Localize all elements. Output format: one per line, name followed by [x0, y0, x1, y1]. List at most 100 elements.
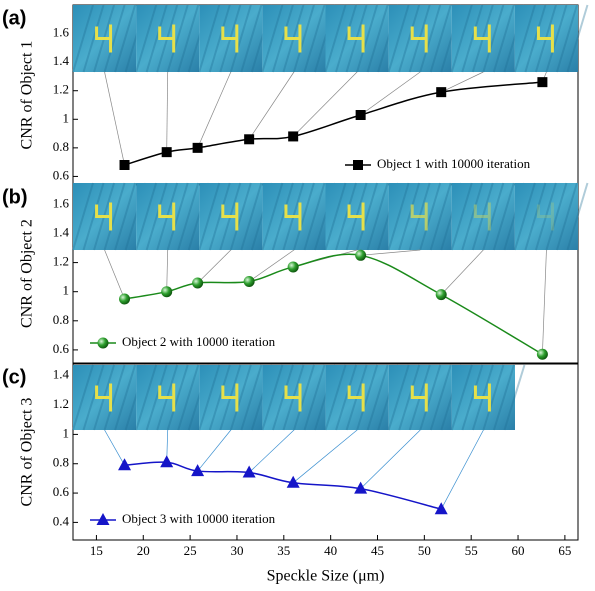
marker	[119, 160, 130, 170]
y-tick-label: 1.4	[53, 367, 70, 382]
y-tick-label: 1.6	[53, 195, 70, 210]
speckle-stripe	[335, 364, 358, 431]
connector	[292, 71, 358, 137]
speckle-stripe	[303, 182, 326, 251]
marker	[243, 276, 255, 288]
legend-label: Object 1 with 10000 iteration	[377, 156, 531, 171]
speckle-stripe	[103, 4, 126, 73]
object-glyph	[410, 202, 428, 231]
object-glyph	[410, 24, 428, 53]
speckle-stripe	[492, 182, 515, 251]
y-tick-label: 0.8	[53, 139, 69, 154]
panel-label: (c)	[2, 366, 26, 388]
marker	[436, 87, 447, 98]
speckle-stripe	[324, 364, 347, 431]
speckle-stripe	[513, 4, 536, 73]
speckle-stripe	[335, 182, 357, 251]
x-tick-label: 60	[512, 543, 525, 558]
connector	[360, 429, 421, 489]
speckle-stripe	[534, 182, 557, 251]
x-tick-label: 65	[558, 543, 571, 558]
speckle-stripe	[177, 364, 200, 431]
speckle-stripe	[72, 182, 94, 251]
speckle-stripe	[198, 364, 221, 431]
y-tick-label: 0.4	[53, 513, 70, 528]
speckle-stripe	[114, 182, 137, 251]
speckle-stripe	[513, 182, 536, 251]
y-axis-label: CNR of Object 3	[19, 398, 36, 507]
series-line	[124, 81, 543, 166]
speckle-stripe	[114, 4, 137, 73]
legend-label: Object 2 with 10000 iteration	[122, 334, 276, 349]
speckle-stripe	[545, 4, 568, 73]
y-tick-label: 0.8	[53, 312, 69, 327]
speckle-stripe	[240, 364, 263, 431]
speckle-stripe	[366, 4, 389, 73]
y-tick-label: 1.2	[53, 254, 69, 269]
y-tick-label: 1.2	[53, 396, 69, 411]
x-tick-label: 35	[277, 543, 290, 558]
object-glyph	[473, 24, 491, 53]
object-glyph	[221, 24, 239, 53]
speckle-stripe	[271, 4, 294, 73]
speckle-stripe	[166, 4, 189, 73]
x-tick-label: 45	[371, 543, 384, 558]
marker	[288, 131, 299, 142]
x-tick-label: 15	[90, 543, 103, 558]
connector	[166, 71, 169, 153]
connector	[197, 429, 232, 472]
object-glyph	[284, 24, 302, 53]
speckle-stripe	[429, 364, 452, 431]
marker	[353, 160, 363, 170]
connector	[104, 249, 125, 300]
speckle-stripe	[492, 364, 515, 431]
object-glyph	[221, 383, 239, 412]
y-tick-label: 1	[63, 283, 70, 298]
object-glyph	[95, 24, 113, 53]
speckle-stripe	[387, 182, 410, 251]
connector	[104, 429, 125, 466]
speckle-stripe	[208, 364, 231, 431]
y-tick-label: 1.6	[53, 25, 70, 40]
speckle-stripe	[461, 182, 484, 251]
speckle-stripe	[419, 182, 442, 251]
y-tick-label: 1.2	[53, 82, 69, 97]
speckle-stripe	[429, 182, 452, 251]
speckle-stripe	[398, 364, 421, 431]
object-glyph	[347, 202, 365, 231]
connector	[542, 249, 547, 355]
x-tick-label: 30	[230, 543, 243, 558]
speckle-stripe	[545, 182, 568, 251]
connector	[248, 249, 295, 282]
speckle-stripe	[292, 4, 315, 73]
speckle-stripe	[366, 182, 389, 251]
speckle-stripe	[450, 364, 473, 431]
marker	[96, 513, 110, 525]
x-tick-label: 40	[324, 543, 337, 558]
speckle-stripe	[387, 4, 410, 73]
speckle-stripe	[482, 182, 505, 251]
speckle-stripe	[461, 364, 484, 431]
connector	[248, 71, 295, 140]
marker	[244, 134, 255, 145]
speckle-stripe	[229, 4, 252, 73]
object-glyph	[536, 202, 554, 231]
speckle-stripe	[261, 364, 284, 431]
x-tick-label: 50	[418, 543, 431, 558]
x-tick-label: 55	[465, 543, 478, 558]
marker	[354, 481, 368, 494]
speckle-stripe	[293, 364, 315, 431]
connector	[197, 249, 232, 284]
speckle-stripe	[103, 364, 126, 431]
marker	[160, 455, 174, 468]
marker	[192, 142, 203, 153]
speckle-stripe	[303, 4, 326, 73]
speckle-stripe	[229, 364, 252, 431]
speckle-stripe	[166, 182, 189, 251]
speckle-stripe	[356, 182, 379, 251]
speckle-stripe	[556, 182, 578, 251]
marker	[242, 465, 256, 478]
speckle-stripe	[387, 364, 410, 431]
object-glyph	[347, 24, 365, 53]
